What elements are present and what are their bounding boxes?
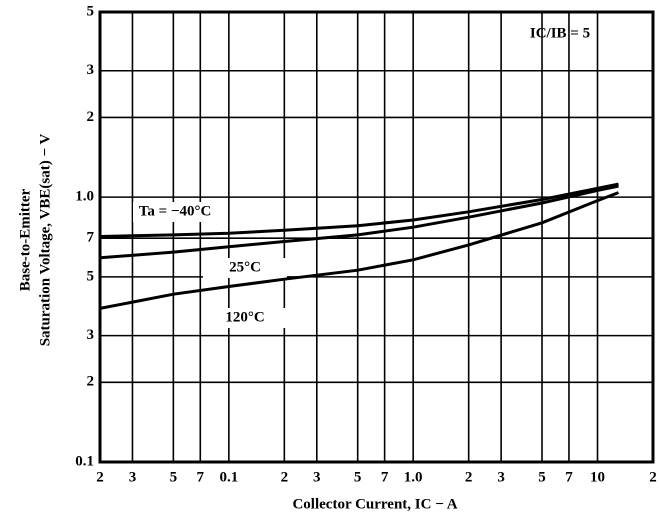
series-label: 25°C: [229, 259, 261, 275]
label-bg: [133, 202, 217, 222]
y-axis-label: Saturation Voltage, VBE(sat) − V: [37, 134, 53, 347]
y-axis-label: Base-to-Emitter: [17, 188, 33, 291]
y-tick-label: 7: [87, 230, 95, 246]
x-tick-label: 3: [129, 469, 137, 485]
x-axis-label: Collector Current, IC − A: [292, 496, 457, 512]
x-tick-label: 3: [497, 469, 505, 485]
x-tick-label: 2: [96, 469, 104, 485]
x-tick-label: 2: [465, 469, 473, 485]
x-tick-label: 5: [170, 469, 178, 485]
y-tick-label: 5: [87, 3, 95, 19]
y-tick-label: 3: [87, 62, 95, 78]
y-tick-label: 5: [87, 268, 95, 284]
x-tick-label: 7: [381, 469, 389, 485]
y-tick-label: 1.0: [75, 189, 94, 205]
series-label: 120°C: [225, 309, 264, 325]
x-tick-label: 0.1: [219, 469, 238, 485]
label-bg: [203, 258, 287, 278]
plot-frame: [98, 10, 655, 464]
y-tick-label: 2: [87, 109, 95, 125]
series-label: Ta = −40°C: [139, 203, 212, 219]
label-bg: [203, 308, 287, 328]
x-tick-label: 3: [313, 469, 321, 485]
annotation: IC/IB = 5: [530, 25, 590, 41]
series-line: [99, 191, 620, 310]
y-tick-label: 0.1: [75, 453, 94, 469]
x-tick-label: 1.0: [404, 469, 423, 485]
x-tick-label: 5: [538, 469, 546, 485]
x-tick-label: 10: [590, 469, 605, 485]
y-tick-label: 2: [87, 374, 95, 390]
x-tick-label: 5: [354, 469, 362, 485]
x-tick-label: 7: [565, 469, 573, 485]
y-tick-label: 3: [87, 327, 95, 343]
series-line: [99, 184, 619, 260]
x-tick-label: 2: [649, 469, 657, 485]
x-tick-label: 7: [197, 469, 205, 485]
x-tick-label: 2: [281, 469, 289, 485]
series-line: [99, 182, 619, 238]
